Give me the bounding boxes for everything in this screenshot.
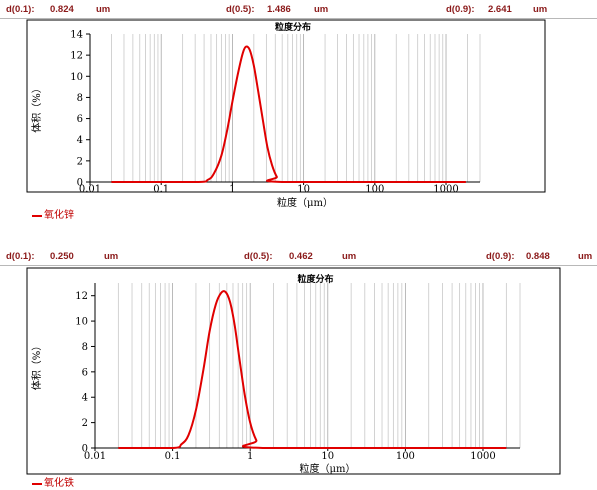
d10-unit: um — [96, 4, 111, 15]
divider — [0, 18, 597, 19]
legend-line-swatch — [32, 482, 42, 485]
x-tick-label: 1000 — [470, 451, 495, 462]
x-tick-label: 0.1 — [165, 451, 181, 462]
x-tick-label: 0.01 — [79, 184, 101, 195]
d10-label: d(0.1): — [6, 4, 35, 15]
psd-chart-zno: 0 2 4 6 8 10 12 14 0.01 0.1 1 10 100 1000 粒度分布粒度（μm） 体积… — [0, 0, 597, 240]
d90-unit: um — [533, 4, 548, 15]
chart-frame — [26, 19, 546, 193]
x-tick-label: 0.1 — [153, 184, 169, 195]
y-tick-label: 12 — [75, 291, 88, 302]
y-tick-label: 0 — [82, 444, 88, 455]
y-tick-label: 2 — [82, 418, 88, 429]
d90-value: 0.848 — [526, 251, 550, 262]
legend-label: 氧化锌 — [44, 210, 74, 221]
x-tick-label: 1 — [247, 451, 253, 462]
d10-label: d(0.1): — [6, 251, 35, 262]
x-tick-label: 1000 — [433, 184, 458, 195]
y-axis-label: 体积（%） — [31, 83, 43, 133]
y-tick-label: 6 — [82, 367, 88, 378]
d10-value: 0.824 — [50, 4, 74, 15]
d10-value: 0.250 — [50, 251, 74, 262]
x-axis-label: 粒度（μm） — [277, 196, 333, 209]
x-tick-label: 10 — [321, 451, 334, 462]
d50-unit: um — [314, 4, 329, 15]
d50-value: 0.462 — [289, 251, 313, 262]
d50-unit: um — [342, 251, 357, 262]
y-tick-label: 4 — [82, 393, 88, 404]
chart-title: 粒度分布 — [297, 273, 333, 285]
d-values-row: d(0.1): 0.824 um d(0.5): 1.486 um d(0.9)… — [0, 2, 597, 18]
legend-label: 氧化铁 — [44, 478, 74, 489]
x-tick-label: 1 — [229, 184, 235, 195]
x-tick-label: 0.01 — [84, 451, 106, 462]
y-tick-label: 4 — [77, 135, 83, 146]
d90-label: d(0.9): — [486, 251, 515, 262]
d-values-row: d(0.1): 0.250 um d(0.5): 0.462 um d(0.9)… — [0, 249, 597, 265]
x-tick-label: 100 — [365, 184, 384, 195]
series-line — [111, 45, 466, 184]
series-line — [118, 290, 507, 449]
d10-unit: um — [104, 251, 119, 262]
d90-label: d(0.9): — [446, 4, 475, 15]
d90-unit: um — [578, 251, 593, 262]
d50-value: 1.486 — [267, 4, 291, 15]
legend: 氧化锌 — [32, 206, 74, 221]
d50-label: d(0.5): — [226, 4, 255, 15]
x-tick-label: 100 — [396, 451, 415, 462]
y-tick-label: 8 — [77, 93, 83, 104]
d50-label: d(0.5): — [244, 251, 273, 262]
legend: 氧化铁 — [32, 474, 74, 489]
legend-line-swatch — [32, 214, 42, 217]
y-tick-label: 12 — [70, 51, 83, 62]
chart-title: 粒度分布 — [275, 21, 311, 33]
d90-value: 2.641 — [488, 4, 512, 15]
y-axis-label: 体积（%） — [31, 341, 43, 391]
y-tick-label: 10 — [70, 72, 83, 83]
x-tick-label: 10 — [297, 184, 310, 195]
y-tick-label: 2 — [77, 156, 83, 167]
y-tick-label: 0 — [77, 178, 83, 189]
x-axis-label: 粒度（μm） — [300, 462, 356, 475]
y-tick-label: 10 — [75, 317, 88, 328]
y-tick-label: 14 — [70, 30, 83, 41]
y-tick-label: 6 — [77, 114, 83, 125]
chart-frame — [26, 267, 561, 475]
y-tick-label: 8 — [82, 342, 88, 353]
divider — [0, 265, 597, 266]
